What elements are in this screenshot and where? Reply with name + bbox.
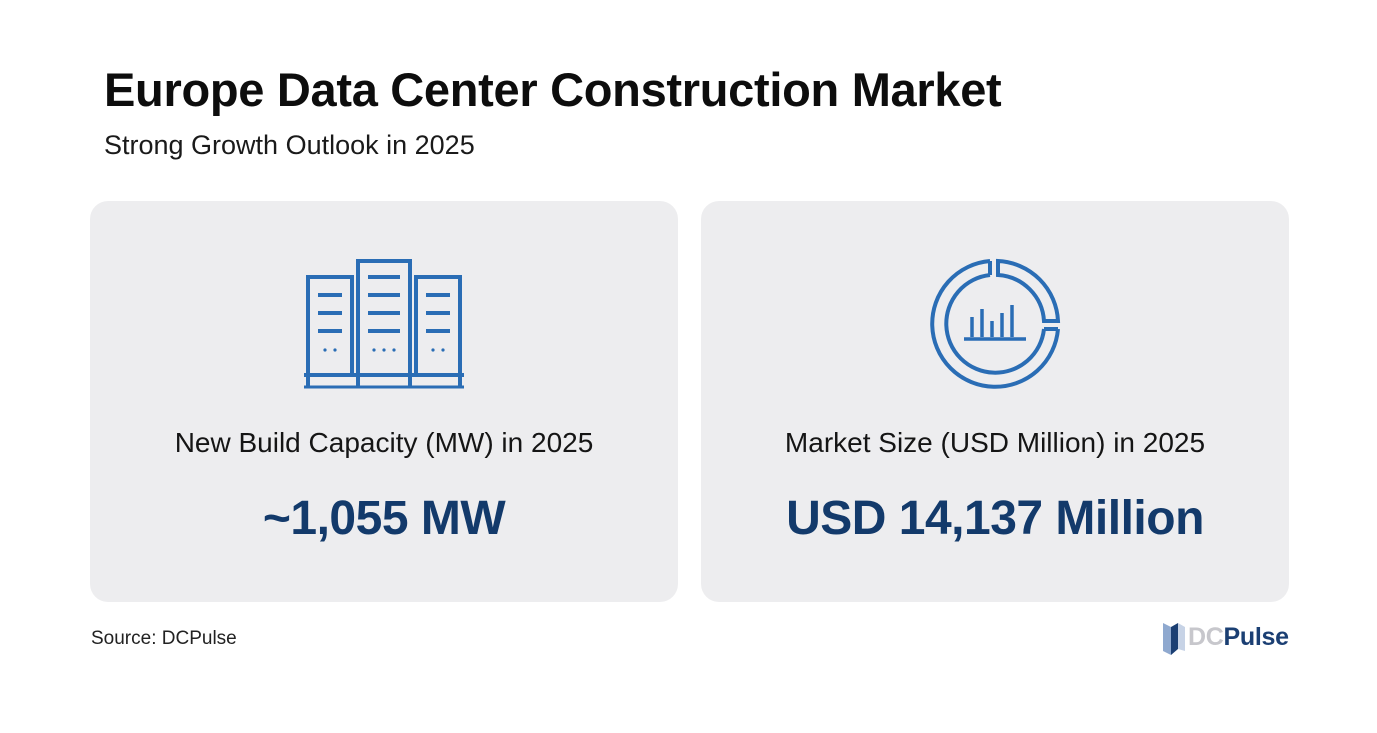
capacity-value: ~1,055 MW — [262, 492, 506, 545]
server-racks-icon — [90, 257, 678, 391]
page-subtitle: Strong Growth Outlook in 2025 — [104, 130, 475, 160]
dcpulse-logo: DCPulse — [1163, 617, 1289, 657]
capacity-label: New Build Capacity (MW) in 2025 — [174, 427, 594, 458]
market-size-card: Market Size (USD Million) in 2025 USD 14… — [701, 201, 1289, 602]
donut-bar-chart-icon — [701, 257, 1289, 391]
dcpulse-logo-icon — [1163, 623, 1185, 655]
market-size-label: Market Size (USD Million) in 2025 — [784, 427, 1206, 458]
page-title: Europe Data Center Construction Market — [104, 63, 1002, 116]
brand-pulse: Pulse — [1223, 622, 1290, 651]
brand-wordmark: DCPulse — [1188, 623, 1289, 652]
market-size-value: USD 14,137 Million — [786, 492, 1204, 545]
source-note: Source: DCPulse — [91, 628, 237, 649]
capacity-card: New Build Capacity (MW) in 2025 ~1,055 M… — [90, 201, 678, 602]
brand-dc: DC — [1188, 622, 1224, 651]
